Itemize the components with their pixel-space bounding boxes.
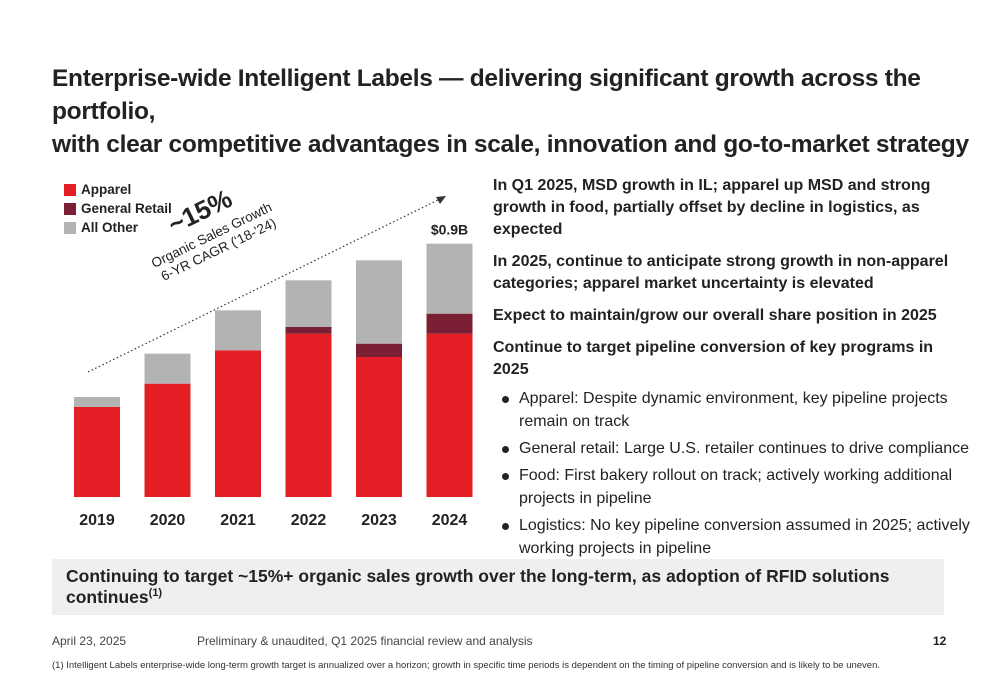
- slide-title: Enterprise-wide Intelligent Labels — del…: [52, 62, 982, 161]
- sub-point-text: Food: First bakery rollout on track; act…: [519, 467, 953, 507]
- key-points: In Q1 2025, MSD growth in IL; apparel up…: [493, 175, 973, 564]
- bullet-icon: [502, 446, 509, 453]
- bar-all-other-2023: [356, 260, 402, 344]
- sub-point: Apparel: Despite dynamic environment, ke…: [493, 387, 973, 433]
- key-point: Expect to maintain/grow our overall shar…: [493, 307, 937, 324]
- bar-all-other-2021: [215, 310, 261, 351]
- chart-legend: Apparel General Retail All Other: [64, 180, 172, 237]
- title-line-2: with clear competitive advantages in sca…: [52, 131, 969, 158]
- bar-apparel-2022: [285, 333, 332, 497]
- trend-arrow-head: [436, 196, 446, 204]
- banner-text: Continuing to target ~15%+ organic sales…: [66, 566, 944, 608]
- footnote: (1) Intelligent Labels enterprise-wide l…: [52, 660, 881, 671]
- x-tick-2020: 2020: [150, 512, 186, 529]
- banner-footnote-ref: (1): [148, 587, 163, 600]
- bar-general-retail-2024: [426, 313, 473, 334]
- bar-apparel-2020: [144, 383, 191, 497]
- bar-apparel-2019: [74, 407, 120, 497]
- legend-label-apparel: Apparel: [81, 182, 132, 197]
- x-tick-2019: 2019: [79, 512, 115, 529]
- target-banner: Continuing to target ~15%+ organic sales…: [52, 559, 944, 615]
- bar-general-retail-2022: [285, 327, 332, 334]
- bar-all-other-2019: [74, 397, 120, 407]
- sub-point: Food: First bakery rollout on track; act…: [493, 464, 973, 510]
- bar-all-other-2020: [144, 353, 191, 384]
- x-tick-2023: 2023: [361, 512, 397, 529]
- bar-apparel-2024: [426, 333, 473, 497]
- bar-general-retail-2023: [356, 343, 402, 357]
- title-line-1: Enterprise-wide Intelligent Labels — del…: [52, 65, 921, 125]
- legend-label-general-retail: General Retail: [81, 201, 172, 216]
- sub-point-list: Apparel: Despite dynamic environment, ke…: [493, 387, 973, 560]
- sub-point-text: Apparel: Despite dynamic environment, ke…: [519, 390, 948, 430]
- key-point: In 2025, continue to anticipate strong g…: [493, 253, 949, 292]
- bullet-icon: [502, 473, 509, 480]
- stacked-bar-chart: 2019 2020 2021 2022 2023 2024$0.9B~15%Organic…: [74, 183, 473, 529]
- bar-apparel-2021: [215, 350, 261, 497]
- x-tick-2021: 2021: [220, 512, 256, 529]
- bar-all-other-2022: [285, 280, 332, 327]
- x-tick-2022: 2022: [291, 512, 327, 529]
- bar-apparel-2023: [356, 357, 402, 497]
- bullet-icon: [502, 523, 509, 530]
- sub-point-text: General retail: Large U.S. retailer cont…: [519, 440, 969, 457]
- key-point: Continue to target pipeline conversion o…: [493, 339, 934, 378]
- banner-message: Continuing to target ~15%+ organic sales…: [66, 566, 890, 607]
- legend-item-general-retail: General Retail: [64, 199, 172, 218]
- key-point: In Q1 2025, MSD growth in IL; apparel up…: [493, 177, 931, 238]
- legend-label-all-other: All Other: [81, 220, 139, 235]
- footer-date: April 23, 2025: [52, 634, 127, 648]
- sub-point: General retail: Large U.S. retailer cont…: [493, 437, 973, 460]
- legend-swatch-all-other: [64, 221, 76, 234]
- legend-item-apparel: Apparel: [64, 180, 172, 199]
- page-number: 12: [933, 634, 947, 648]
- bullet-icon: [502, 396, 509, 403]
- sub-point-text: Logistics: No key pipeline conversion as…: [519, 517, 970, 557]
- trend-arrow-line: [87, 198, 441, 373]
- legend-item-all-other: All Other: [64, 218, 172, 237]
- x-tick-2024: 2024: [432, 512, 468, 529]
- bar-all-other-2024: [426, 243, 473, 314]
- data-label-2024: $0.9B: [431, 222, 468, 238]
- legend-swatch-apparel: [64, 183, 76, 196]
- legend-swatch-general-retail: [64, 202, 76, 215]
- sub-point: Logistics: No key pipeline conversion as…: [493, 514, 973, 560]
- footer-subtitle: Preliminary & unaudited, Q1 2025 financi…: [197, 634, 533, 648]
